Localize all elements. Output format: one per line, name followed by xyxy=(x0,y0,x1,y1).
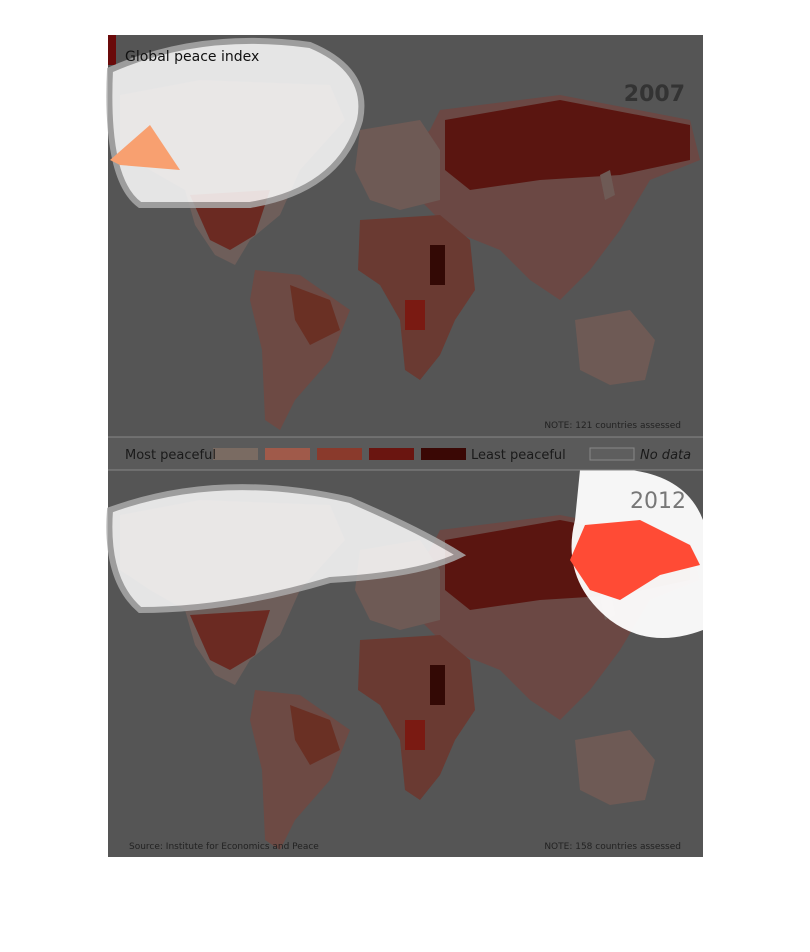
source: Source: Institute for Economics and Peac… xyxy=(129,842,319,852)
legend-label: Most peaceful xyxy=(125,448,216,463)
highlight-region xyxy=(570,520,700,600)
legend-label: Least peaceful xyxy=(471,448,566,463)
highlight-blob xyxy=(106,484,467,614)
year-label: 2007 xyxy=(624,82,685,107)
note: NOTE: 158 countries assessed xyxy=(544,842,681,852)
highlight-region xyxy=(110,125,180,170)
legend-swatch xyxy=(589,447,635,461)
title-marker xyxy=(108,35,116,65)
note: NOTE: 121 countries assessed xyxy=(544,421,681,431)
legend-swatch xyxy=(213,448,258,460)
legend-swatch xyxy=(421,448,466,460)
legend-swatch xyxy=(369,448,414,460)
title: Global peace index xyxy=(125,49,259,65)
legend-swatch xyxy=(317,448,362,460)
legend-swatch xyxy=(265,448,310,460)
year-label: 2012 xyxy=(630,489,686,514)
legend-label: No data xyxy=(640,448,691,463)
